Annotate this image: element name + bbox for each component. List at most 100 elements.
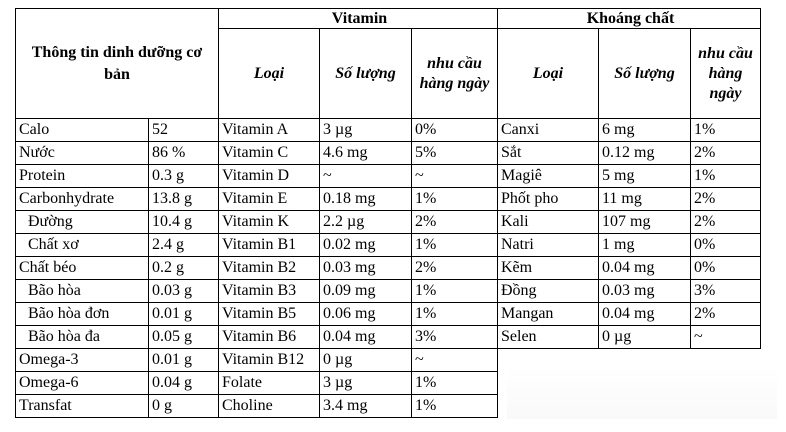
basic-value-cell: 0.05 g bbox=[148, 325, 219, 349]
vitamin-daily-cell: 2% bbox=[411, 210, 498, 234]
basic-name-cell: Bão hòa đơn bbox=[15, 302, 149, 326]
basic-name-cell: Đường bbox=[15, 210, 149, 234]
vitamin-name-cell: Vitamin B3 bbox=[218, 279, 320, 303]
table-row: Nước 86 % Vitamin C 4.6 mg 5% Sắt 0.12 mg 2% bbox=[15, 141, 761, 165]
basic-name-cell: Chất béo bbox=[15, 256, 149, 280]
vitamin-daily-header: nhu cầu hàng ngày bbox=[411, 28, 498, 119]
vitamin-daily-cell: 1% bbox=[411, 279, 498, 303]
vitamin-amount-cell: 0.03 mg bbox=[319, 256, 412, 280]
vitamin-daily-cell: 0% bbox=[411, 118, 498, 142]
table-row: Bão hòa 0.03 g Vitamin B3 0.09 mg 1% Đồng 0.03… bbox=[15, 279, 761, 303]
basic-name-cell: Transfat bbox=[15, 394, 149, 418]
mineral-daily-cell: ~ bbox=[690, 325, 761, 349]
vitamin-amount-cell: 3.4 mg bbox=[319, 394, 412, 418]
vitamin-amount-cell: 0.18 mg bbox=[319, 187, 412, 211]
vitamin-name-cell: Vitamin C bbox=[218, 141, 320, 165]
mineral-amount-cell: 1 mg bbox=[598, 233, 691, 257]
mineral-amount-cell: 0 µg bbox=[598, 325, 691, 349]
mineral-name-cell: Kali bbox=[497, 210, 599, 234]
basic-name-cell: Calo bbox=[15, 118, 149, 142]
vitamin-amount-cell: ~ bbox=[319, 164, 412, 188]
mineral-name-cell: Natri bbox=[497, 233, 599, 257]
basic-name-cell: Bão hòa bbox=[15, 279, 149, 303]
table-row: Omega-6 0.04 g Folate 3 µg 1% bbox=[15, 371, 761, 395]
vitamin-section-header: Vitamin bbox=[218, 8, 498, 29]
basic-value-cell: 0 g bbox=[148, 394, 219, 418]
mineral-amount-cell: 0.12 mg bbox=[598, 141, 691, 165]
mineral-name-cell: Đồng bbox=[497, 279, 599, 303]
vitamin-name-cell: Choline bbox=[218, 394, 320, 418]
mineral-amount-cell: 0.04 mg bbox=[598, 302, 691, 326]
vitamin-name-cell: Vitamin B5 bbox=[218, 302, 320, 326]
table-row: Carbonhydrate 13.8 g Vitamin E 0.18 mg 1% Phố… bbox=[15, 187, 761, 211]
blank-area bbox=[507, 367, 777, 419]
mineral-name-cell: Magiê bbox=[497, 164, 599, 188]
mineral-daily-cell: 3% bbox=[690, 279, 761, 303]
vitamin-type-header: Loại bbox=[218, 28, 320, 119]
mineral-amount-cell: 107 mg bbox=[598, 210, 691, 234]
vitamin-amount-cell: 4.6 mg bbox=[319, 141, 412, 165]
basic-info-header: Thông tin dinh dưỡng cơ bản bbox=[15, 8, 219, 119]
basic-value-cell: 0.01 g bbox=[148, 302, 219, 326]
basic-value-cell: 10.4 g bbox=[148, 210, 219, 234]
table-row: Đường 10.4 g Vitamin K 2.2 µg 2% Kali 107 mg 2% bbox=[15, 210, 761, 234]
mineral-daily-cell: 2% bbox=[690, 210, 761, 234]
mineral-daily-cell: 2% bbox=[690, 187, 761, 211]
mineral-name-cell: Kẽm bbox=[497, 256, 599, 280]
basic-name-cell: Protein bbox=[15, 164, 149, 188]
basic-value-cell: 86 % bbox=[148, 141, 219, 165]
table-row: Chất béo 0.2 g Vitamin B2 0.03 mg 2% Kẽm 0.04 … bbox=[15, 256, 761, 280]
vitamin-daily-cell: 1% bbox=[411, 187, 498, 211]
mineral-daily-cell: 0% bbox=[690, 256, 761, 280]
vitamin-amount-cell: 0.04 mg bbox=[319, 325, 412, 349]
vitamin-amount-header: Số lượng bbox=[319, 28, 412, 119]
vitamin-daily-cell: 5% bbox=[411, 141, 498, 165]
nutrition-table: Thông tin dinh dưỡng cơ bản Vitamin Khoá… bbox=[15, 8, 761, 418]
mineral-section-header: Khoáng chất bbox=[497, 8, 761, 29]
table-row: Bão hòa đơn 0.01 g Vitamin B5 0.06 mg 1% Mang… bbox=[15, 302, 761, 326]
mineral-daily-cell: 0% bbox=[690, 233, 761, 257]
mineral-name-cell: Selen bbox=[497, 325, 599, 349]
vitamin-name-cell: Folate bbox=[218, 371, 320, 395]
basic-value-cell: 0.01 g bbox=[148, 348, 219, 372]
column-header-row: Loại Số lượng nhu cầu hàng ngày Loại Số … bbox=[16, 28, 761, 119]
mineral-amount-cell: 5 mg bbox=[598, 164, 691, 188]
mineral-daily-cell: 1% bbox=[690, 118, 761, 142]
vitamin-name-cell: Vitamin B1 bbox=[218, 233, 320, 257]
vitamin-daily-cell: 1% bbox=[411, 394, 498, 418]
vitamin-daily-cell: 1% bbox=[411, 302, 498, 326]
vitamin-amount-cell: 3 µg bbox=[319, 371, 412, 395]
basic-name-cell: Carbonhydrate bbox=[15, 187, 149, 211]
basic-name-cell: Omega-6 bbox=[15, 371, 149, 395]
basic-value-cell: 0.3 g bbox=[148, 164, 219, 188]
mineral-daily-header: nhu cầu hàng ngày bbox=[690, 28, 761, 119]
vitamin-amount-cell: 0.02 mg bbox=[319, 233, 412, 257]
vitamin-name-cell: Vitamin B6 bbox=[218, 325, 320, 349]
mineral-daily-cell: 2% bbox=[690, 302, 761, 326]
vitamin-amount-cell: 0 µg bbox=[319, 348, 412, 372]
table-row: Protein 0.3 g Vitamin D ~ ~ Magiê 5 mg 1% bbox=[15, 164, 761, 188]
basic-value-cell: 52 bbox=[148, 118, 219, 142]
mineral-amount-cell: 6 mg bbox=[598, 118, 691, 142]
basic-name-cell: Bão hòa đa bbox=[15, 325, 149, 349]
basic-value-cell: 0.03 g bbox=[148, 279, 219, 303]
table-row: Transfat 0 g Choline 3.4 mg 1% bbox=[15, 394, 761, 418]
vitamin-amount-cell: 0.09 mg bbox=[319, 279, 412, 303]
vitamin-daily-cell: 2% bbox=[411, 256, 498, 280]
vitamin-name-cell: Vitamin A bbox=[218, 118, 320, 142]
vitamin-daily-cell: ~ bbox=[411, 164, 498, 188]
vitamin-name-cell: Vitamin D bbox=[218, 164, 320, 188]
section-header-row: Thông tin dinh dưỡng cơ bản Vitamin Khoá… bbox=[15, 8, 761, 119]
vitamin-amount-cell: 2.2 µg bbox=[319, 210, 412, 234]
basic-value-cell: 0.04 g bbox=[148, 371, 219, 395]
basic-name-cell: Omega-3 bbox=[15, 348, 149, 372]
basic-value-cell: 2.4 g bbox=[148, 233, 219, 257]
mineral-name-cell: Canxi bbox=[497, 118, 599, 142]
basic-name-cell: Chất xơ bbox=[15, 233, 149, 257]
vitamin-daily-cell: 1% bbox=[411, 371, 498, 395]
mineral-amount-cell: 0.03 mg bbox=[598, 279, 691, 303]
nutrition-table-body: Thông tin dinh dưỡng cơ bản Vitamin Khoá… bbox=[15, 8, 761, 418]
vitamin-name-cell: Vitamin K bbox=[218, 210, 320, 234]
table-row: Bão hòa đa 0.05 g Vitamin B6 0.04 mg 3% Selen… bbox=[15, 325, 761, 349]
